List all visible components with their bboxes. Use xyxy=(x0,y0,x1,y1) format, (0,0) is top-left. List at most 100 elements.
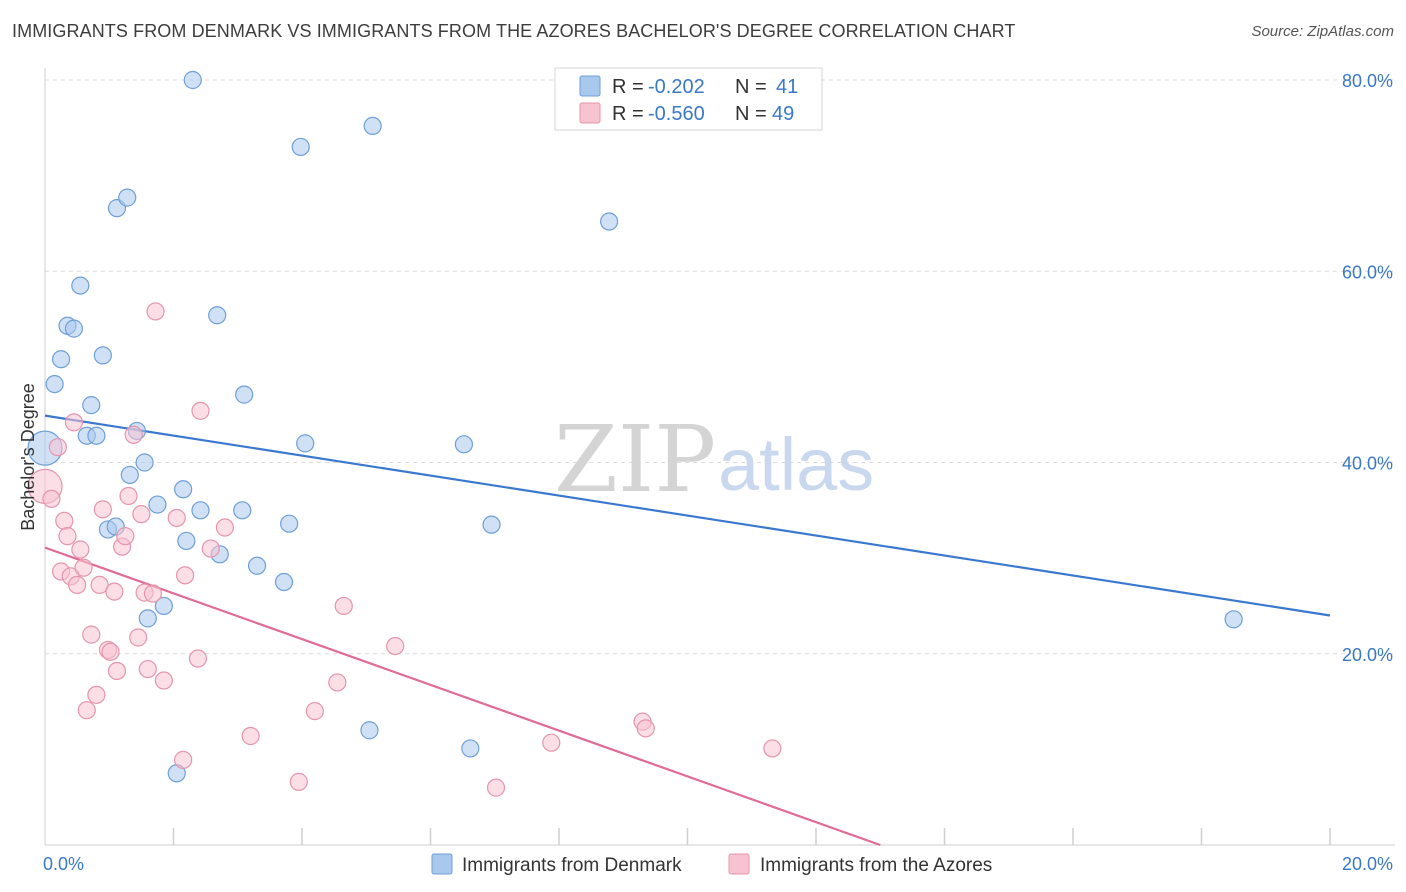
point-azores-34 xyxy=(188,649,208,668)
legend-n-label-denmark: N = xyxy=(735,76,767,98)
point-azores-24 xyxy=(129,628,148,647)
point-denmark-28 xyxy=(235,385,254,404)
point-azores-7 xyxy=(64,413,84,432)
point-denmark-1 xyxy=(45,374,64,394)
point-azores-41 xyxy=(328,673,347,692)
point-azores-43 xyxy=(386,636,405,656)
point-azores-15 xyxy=(93,500,112,519)
point-azores-37 xyxy=(215,518,234,537)
point-denmark-9 xyxy=(93,346,112,365)
x-tick-label-20: 20.0% xyxy=(1342,854,1393,874)
point-denmark-21 xyxy=(174,480,193,499)
point-azores-13 xyxy=(87,685,106,704)
source-credit: Source: ZipAtlas.com xyxy=(1251,23,1394,40)
point-denmark-23 xyxy=(183,70,202,90)
point-azores-2 xyxy=(48,438,67,457)
point-denmark-40 xyxy=(1224,610,1243,629)
point-azores-22 xyxy=(119,486,138,506)
point-denmark-35 xyxy=(363,116,382,136)
point-azores-21 xyxy=(116,527,135,546)
bottom-legend-label-azores: Immigrants from the Azores xyxy=(760,855,992,876)
point-denmark-33 xyxy=(296,434,315,453)
tick-labels: 20.0% 40.0% 60.0% 80.0% 0.0% 20.0% xyxy=(43,71,1393,874)
y-tick-label-60: 60.0% xyxy=(1342,262,1393,282)
point-azores-8 xyxy=(68,575,87,595)
point-denmark-8 xyxy=(87,426,106,445)
point-denmark-25 xyxy=(208,306,227,325)
point-denmark-16 xyxy=(135,453,154,472)
y-axis-title: Bachelor's Degree xyxy=(18,383,38,531)
point-denmark-22 xyxy=(177,531,196,551)
point-denmark-39 xyxy=(600,212,619,231)
chart-title: IMMIGRANTS FROM DENMARK VS IMMIGRANTS FR… xyxy=(12,21,1016,41)
point-azores-19 xyxy=(107,661,127,681)
point-azores-5 xyxy=(58,527,77,546)
bottom-legend-swatch-denmark xyxy=(431,853,453,875)
point-azores-14 xyxy=(90,575,109,595)
y-tick-label-20: 20.0% xyxy=(1342,645,1393,665)
point-denmark-37 xyxy=(454,435,474,454)
point-azores-44 xyxy=(486,778,506,797)
point-azores-31 xyxy=(167,508,186,528)
trend-line-denmark xyxy=(44,414,1331,617)
point-denmark-5 xyxy=(71,276,90,295)
point-denmark-18 xyxy=(148,495,167,514)
point-azores-4 xyxy=(55,511,74,530)
point-azores-30 xyxy=(154,671,173,690)
legend-n-label-azores: N = xyxy=(735,103,767,125)
point-azores-36 xyxy=(201,539,220,558)
point-azores-29 xyxy=(146,302,165,321)
legend-n-value-azores: 49 xyxy=(772,103,794,125)
point-denmark-32 xyxy=(291,137,310,157)
legend-swatch-azores xyxy=(579,102,601,124)
y-tick-label-80: 80.0% xyxy=(1342,71,1393,91)
point-denmark-34 xyxy=(360,721,379,740)
point-azores-23 xyxy=(124,425,143,444)
point-azores-18 xyxy=(105,582,124,601)
bottom-legend-swatch-azores xyxy=(728,853,750,875)
legend-n-value-denmark: 41 xyxy=(776,76,798,98)
point-azores-28 xyxy=(143,584,163,603)
legend-r-label-denmark: R = xyxy=(612,76,644,98)
watermark: ZIP atlas xyxy=(554,406,874,513)
point-denmark-24 xyxy=(191,501,210,520)
legend-r-value-denmark: -0.202 xyxy=(648,76,705,98)
point-denmark-13 xyxy=(118,188,137,207)
legend-r-label-azores: R = xyxy=(612,103,644,125)
point-azores-42 xyxy=(334,596,353,616)
point-denmark-2 xyxy=(51,350,71,369)
point-denmark-19 xyxy=(154,596,173,616)
point-azores-38 xyxy=(241,726,260,746)
data-points xyxy=(27,70,1243,797)
trend-line-azores xyxy=(44,546,881,847)
point-azores-17 xyxy=(101,642,120,661)
legend-r-value-azores: -0.560 xyxy=(648,103,705,125)
point-denmark-27 xyxy=(233,501,252,520)
point-azores-11 xyxy=(77,701,96,720)
point-denmark-17 xyxy=(138,609,157,628)
y-tick-label-40: 40.0% xyxy=(1342,454,1393,474)
point-azores-39 xyxy=(289,772,308,791)
point-azores-32 xyxy=(174,750,193,769)
trend-lines xyxy=(44,414,1331,847)
bottom-legend-label-denmark: Immigrants from Denmark xyxy=(462,855,682,876)
point-denmark-30 xyxy=(274,572,294,592)
point-azores-27 xyxy=(138,659,157,679)
point-azores-35 xyxy=(191,401,210,420)
point-denmark-7 xyxy=(82,396,101,415)
watermark-zip: ZIP xyxy=(554,406,716,513)
point-denmark-31 xyxy=(280,514,299,533)
point-azores-40 xyxy=(305,702,324,721)
point-azores-33 xyxy=(175,566,195,585)
point-azores-45 xyxy=(542,733,561,752)
point-azores-12 xyxy=(82,625,101,644)
point-denmark-36 xyxy=(461,739,480,758)
point-azores-9 xyxy=(71,540,90,559)
x-tick-label-0: 0.0% xyxy=(43,854,84,874)
point-azores-10 xyxy=(74,558,93,577)
legend-box: R = -0.202 N = 41 R = -0.560 N = 49 xyxy=(554,67,823,131)
point-denmark-29 xyxy=(247,556,267,575)
watermark-atlas: atlas xyxy=(718,423,874,506)
point-denmark-14 xyxy=(120,465,139,485)
